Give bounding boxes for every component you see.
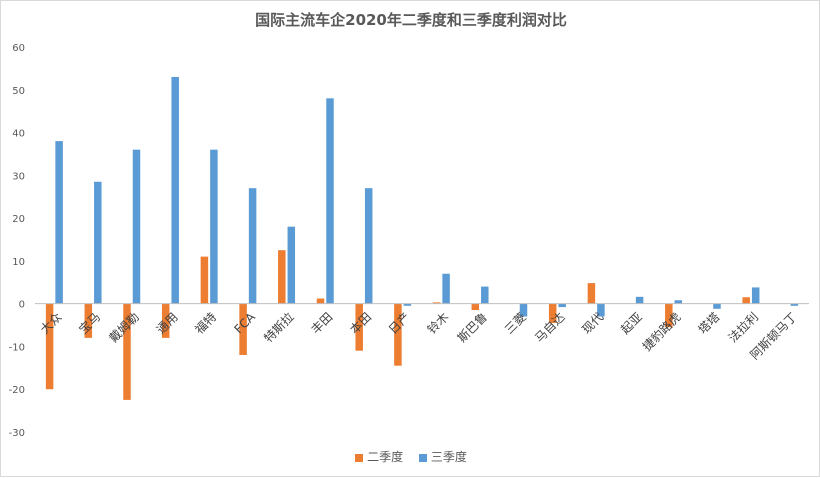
category-label: 福特 xyxy=(192,309,220,337)
bar-q2 xyxy=(278,250,286,304)
bar-q2 xyxy=(316,298,325,304)
category-label: 起亚 xyxy=(618,310,645,337)
y-tick-label: -30 xyxy=(9,428,25,439)
bar-q2 xyxy=(239,303,247,355)
category-label: 特斯拉 xyxy=(261,309,297,345)
bar-q3 xyxy=(287,226,296,304)
category-label: 斯巴鲁 xyxy=(455,310,490,345)
bar-q2 xyxy=(200,256,209,304)
y-tick-label: 10 xyxy=(12,257,25,268)
bar-q2 xyxy=(432,302,441,304)
y-tick-label: 60 xyxy=(12,43,25,54)
category-label: 捷豹路虎 xyxy=(639,309,684,354)
category-label: 宝马 xyxy=(76,310,103,337)
bar-q3 xyxy=(442,273,450,304)
y-tick-label: -20 xyxy=(9,385,25,396)
bar-q2 xyxy=(742,297,750,304)
category-label: 铃木 xyxy=(424,309,452,337)
legend-swatch-q2 xyxy=(355,453,364,462)
legend-swatch-q3 xyxy=(418,453,427,462)
category-label: 法拉利 xyxy=(725,309,761,345)
bar-q2 xyxy=(665,303,673,328)
bar-q3 xyxy=(210,149,218,304)
bar-q3 xyxy=(364,188,373,304)
bar-q3 xyxy=(558,303,566,308)
bar-q2 xyxy=(123,303,131,400)
bar-q3 xyxy=(326,98,334,304)
y-tick-label: -10 xyxy=(9,342,25,353)
legend: 二季度 三季度 xyxy=(1,448,820,465)
bar-q2 xyxy=(587,283,596,304)
bar-q3 xyxy=(751,287,760,304)
category-label: 通用 xyxy=(154,310,181,337)
bar-q2 xyxy=(471,303,480,311)
bar-q2 xyxy=(548,303,557,323)
bar-q3 xyxy=(790,303,799,306)
y-tick-label: 0 xyxy=(19,300,25,311)
bar-q3 xyxy=(481,286,489,304)
bar-q3 xyxy=(55,141,63,304)
category-label: 丰田 xyxy=(308,310,335,337)
bar-q3 xyxy=(132,149,141,304)
bar-q3 xyxy=(674,300,683,304)
bar-q3 xyxy=(248,188,257,304)
category-label: 日产 xyxy=(386,310,413,337)
bar-q2 xyxy=(355,303,363,351)
y-tick-label: 40 xyxy=(12,129,25,140)
legend-label-q3: 三季度 xyxy=(430,450,467,464)
legend-item-q2: 二季度 xyxy=(355,448,403,465)
bar-q2 xyxy=(161,303,170,338)
category-label: FCA xyxy=(231,309,258,336)
y-tick-label: 20 xyxy=(12,214,25,225)
y-tick-label: 30 xyxy=(12,171,25,182)
bar-q3 xyxy=(171,76,179,304)
y-tick-label: 50 xyxy=(12,86,25,97)
bar-q3 xyxy=(94,181,102,304)
bar-q2 xyxy=(84,303,93,338)
category-label: 本田 xyxy=(347,310,374,337)
chart-title: 国际主流车企2020年二季度和三季度利润对比 xyxy=(255,11,567,29)
bar-q3 xyxy=(403,303,412,306)
bar-q3 xyxy=(597,303,605,317)
bar-q3 xyxy=(635,296,644,304)
bar-q2 xyxy=(45,303,54,390)
category-label: 大众 xyxy=(38,310,65,337)
bar-q2 xyxy=(394,303,402,366)
legend-label-q2: 二季度 xyxy=(367,450,404,464)
bar-q3 xyxy=(519,303,528,317)
category-label: 塔塔 xyxy=(695,310,722,337)
bar-q3 xyxy=(713,303,721,309)
legend-item-q3: 三季度 xyxy=(418,448,467,465)
